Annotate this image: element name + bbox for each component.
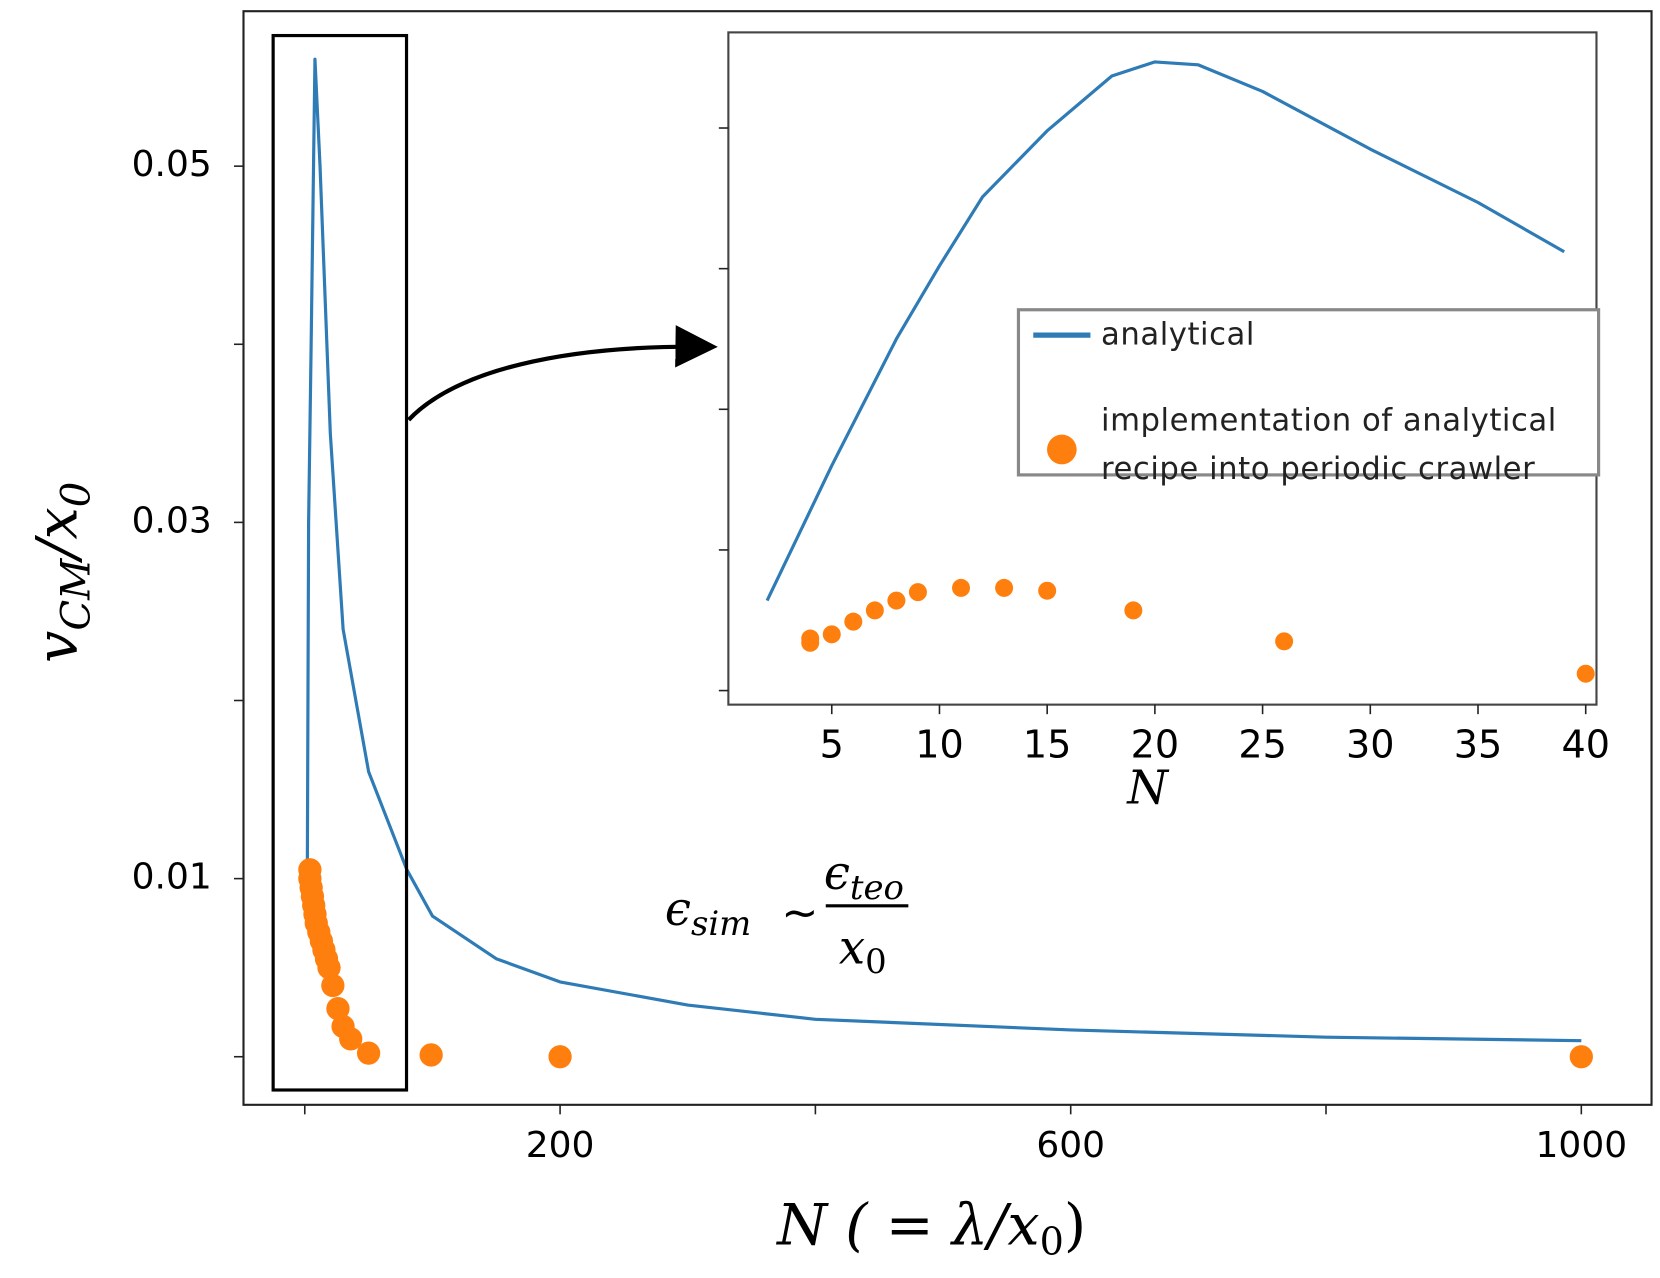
scatter-point bbox=[419, 1043, 443, 1067]
annotation: ϵteo bbox=[824, 846, 904, 907]
annotation: ~ bbox=[781, 887, 818, 938]
x-tick-label: 30 bbox=[1346, 722, 1394, 766]
x-tick-label: 20 bbox=[1131, 722, 1180, 766]
scatter-point bbox=[865, 601, 884, 620]
legend-entry: implementation of analytical recipe into… bbox=[1101, 401, 1557, 487]
y-tick-label: 0.03 bbox=[132, 500, 212, 541]
x-axis-label-part: ( = λ/x bbox=[827, 1193, 1039, 1259]
x-tick-label: 5 bbox=[820, 722, 844, 766]
scatter-point bbox=[1038, 581, 1057, 600]
x-tick-label: 15 bbox=[1023, 722, 1072, 766]
scatter-point bbox=[822, 625, 841, 644]
y-axis-label-part: CM bbox=[53, 558, 99, 631]
annotation: ϵsim bbox=[665, 882, 751, 943]
x-tick-label: 10 bbox=[915, 722, 964, 766]
x-axis-label-part: 0 bbox=[1040, 1219, 1064, 1263]
legend-box bbox=[1016, 308, 1601, 477]
y-axis-label-part: 0 bbox=[53, 482, 99, 508]
scatter-point bbox=[548, 1045, 572, 1069]
x-axis-label-part: N bbox=[1126, 760, 1170, 814]
scatter-point bbox=[339, 1027, 363, 1051]
annotation-part: sim bbox=[691, 904, 751, 943]
scatter-point bbox=[887, 591, 906, 610]
zoom-box bbox=[271, 33, 409, 1092]
y-tick-label: 0.01 bbox=[132, 857, 212, 898]
legend-label: implementation of analytical recipe into… bbox=[1101, 401, 1557, 487]
x-tick-label: 35 bbox=[1454, 722, 1502, 766]
x-tick-label: 1000 bbox=[1536, 1125, 1628, 1166]
scatter-point bbox=[1576, 664, 1595, 683]
line-series bbox=[765, 60, 1565, 602]
annotation-part: ϵ bbox=[665, 882, 691, 936]
scatter-point bbox=[317, 956, 341, 980]
legend-marker bbox=[1047, 434, 1077, 465]
y-axis-label-part: /x bbox=[24, 507, 90, 563]
x-axis-label: N bbox=[1126, 760, 1170, 814]
scatter-point bbox=[1124, 601, 1143, 620]
plot-layer bbox=[298, 57, 1593, 1069]
scatter-point bbox=[326, 996, 350, 1021]
annotation-part: ϵ bbox=[824, 846, 850, 900]
annotation-part: x bbox=[839, 920, 865, 974]
y-axis-label-part: v bbox=[24, 631, 90, 663]
x-tick-label: 200 bbox=[526, 1125, 595, 1166]
x-axis-label-part: N bbox=[775, 1193, 829, 1259]
scatter-point bbox=[321, 973, 345, 998]
annotation: x0 bbox=[839, 920, 887, 981]
scatter-point bbox=[801, 629, 820, 648]
x-axis-label: N ( = λ/x0) bbox=[775, 1193, 1086, 1263]
zoom-arrow bbox=[407, 325, 718, 422]
scatter-point bbox=[356, 1041, 381, 1065]
x-axis-label-part: ) bbox=[1064, 1193, 1086, 1259]
scatter-point bbox=[1569, 1045, 1593, 1069]
annotation-part: 0 bbox=[865, 942, 887, 981]
scatter-point bbox=[1275, 632, 1294, 651]
y-tick-label: 0.05 bbox=[132, 144, 212, 185]
scatter-point bbox=[844, 612, 863, 631]
plot-layer bbox=[765, 60, 1595, 683]
scatter-point bbox=[908, 583, 927, 602]
scatter-point bbox=[952, 578, 971, 597]
y-axis-label: vCM/x0 bbox=[24, 482, 98, 663]
annotation-part: teo bbox=[850, 868, 904, 907]
scatter-point bbox=[995, 578, 1014, 597]
x-tick-label: 40 bbox=[1561, 722, 1610, 766]
x-tick-label: 25 bbox=[1238, 722, 1287, 766]
legend-entry: analytical bbox=[1101, 316, 1255, 353]
legend-label: analytical bbox=[1101, 316, 1255, 353]
x-tick-label: 600 bbox=[1036, 1125, 1105, 1166]
